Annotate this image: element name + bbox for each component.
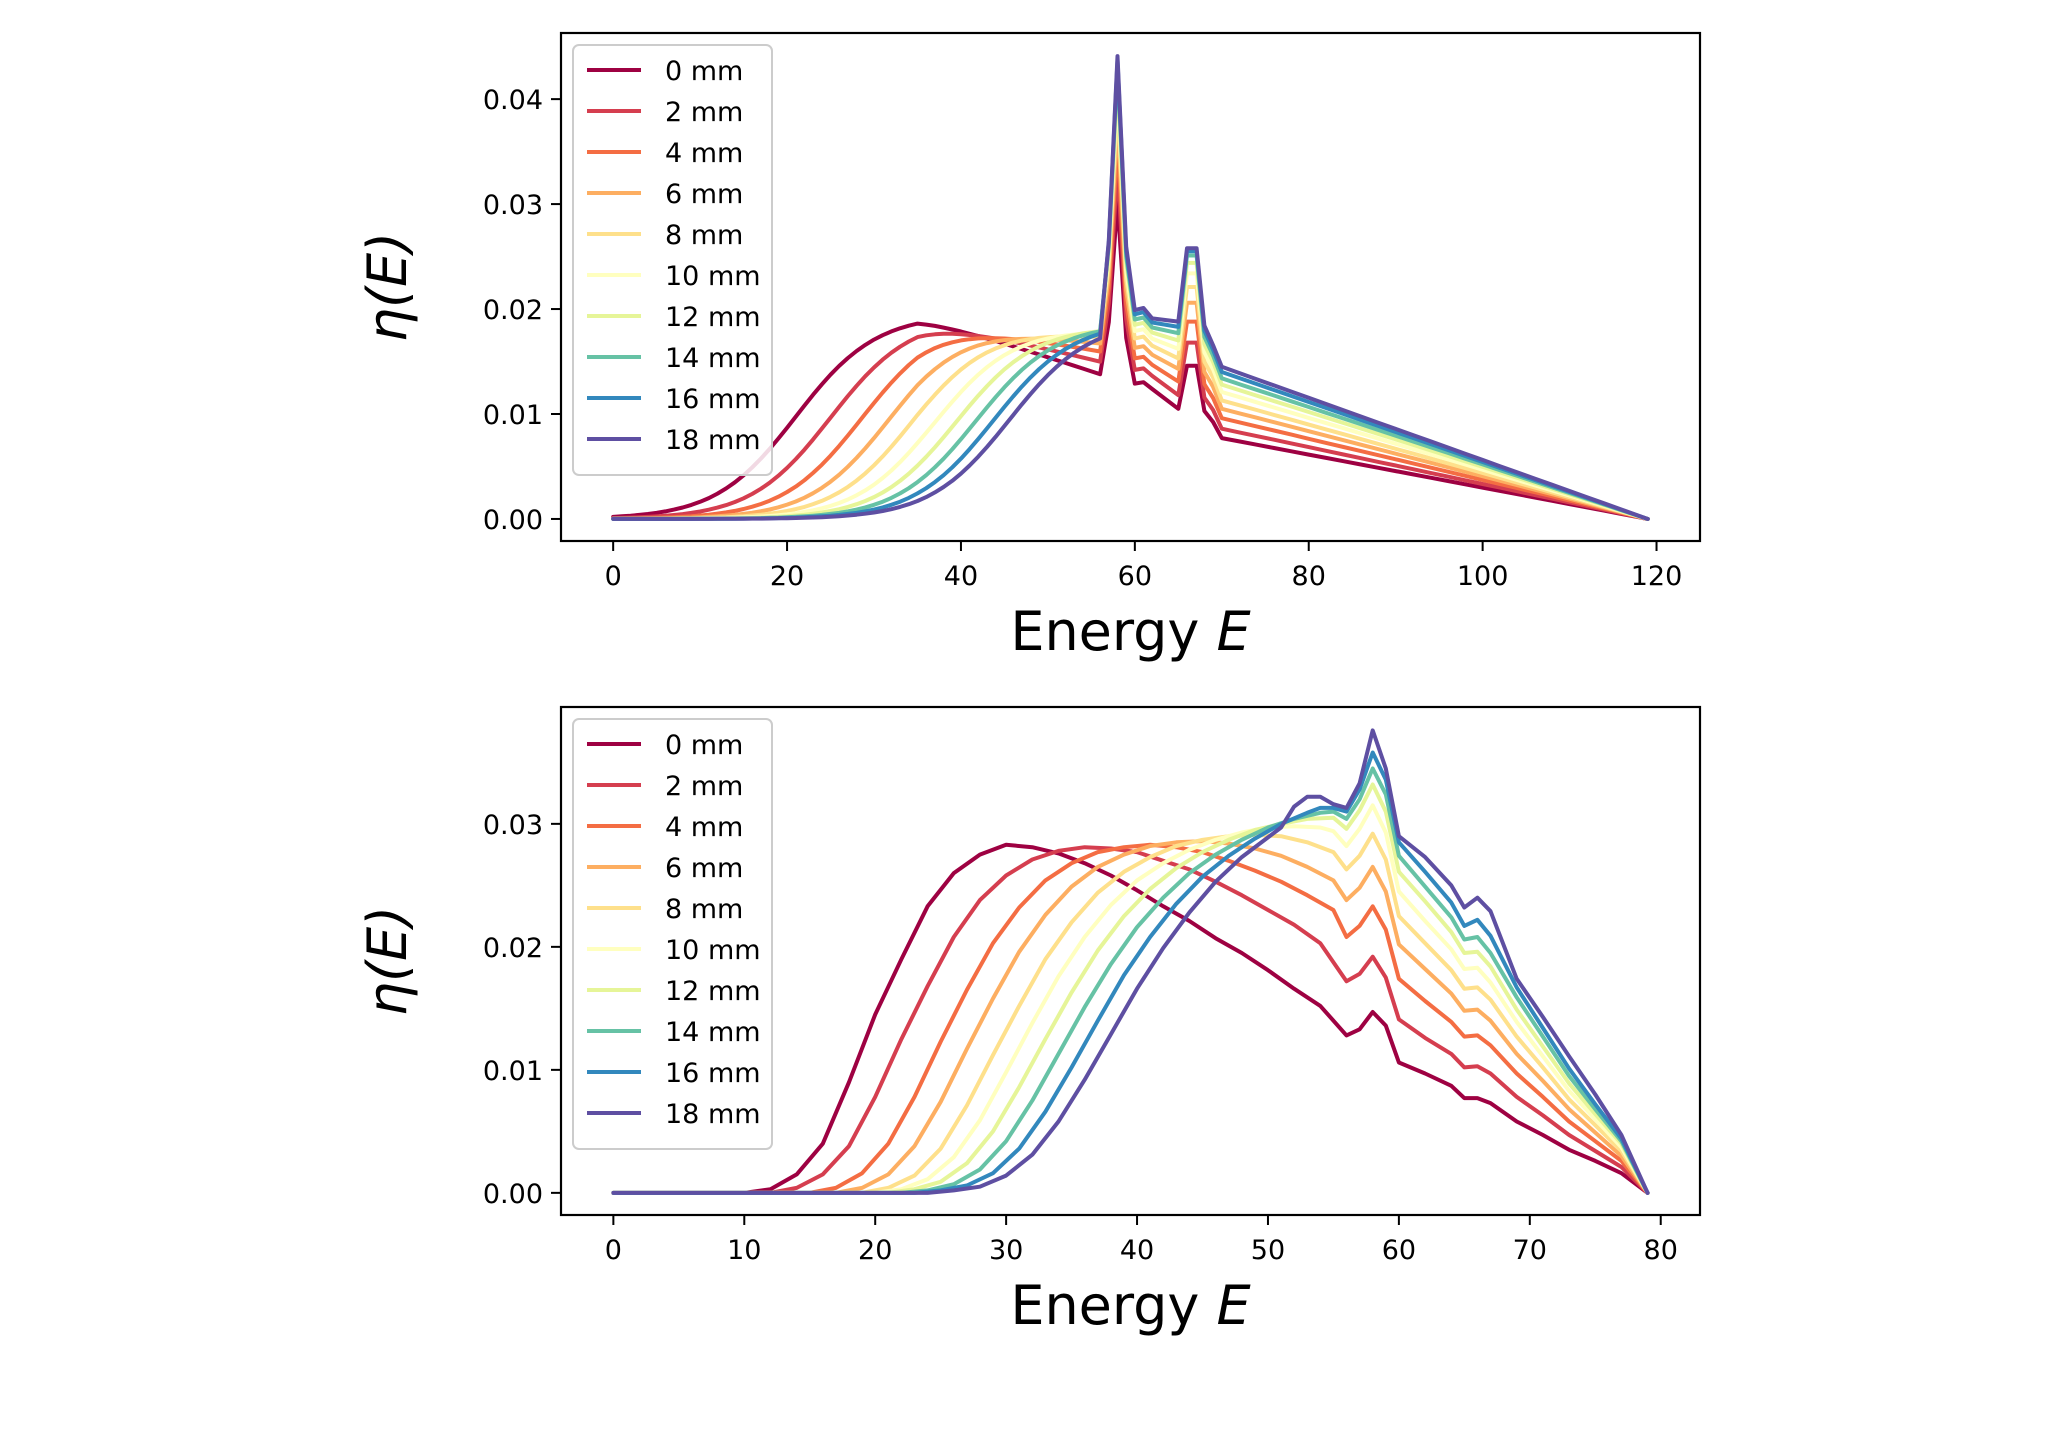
legend-label: 18 mm [665,425,761,456]
legend-label: 18 mm [665,1099,761,1130]
x-tick-label: 50 [1251,1235,1285,1266]
x-tick-label: 0 [605,1235,622,1266]
y-tick-label: 0.02 [483,933,543,964]
legend-label: 8 mm [665,220,743,251]
y-tick-label: 0.00 [483,505,543,536]
plot-frame [559,31,1702,543]
y-axis-label: η(E) [356,232,419,342]
series-line-0-mm [611,842,1650,1195]
legend-label: 0 mm [665,56,743,87]
legend: 0 mm 2 mm 4 mm 6 mm 8 mm 10 mm 12 mm 14 mm 16 mm… [572,44,773,476]
bottom-chart: 0 10 20 30 40 50 60 70 80 0.00 0.01 0.02 0.03 Energy … [356,705,1702,1337]
series-line-6-mm [611,117,1650,521]
series-lines [611,728,1650,1195]
series-line-18-mm [611,54,1650,521]
legend-label: 8 mm [665,894,743,925]
x-tick-label: 80 [1292,561,1326,592]
y-tick-label: 0.03 [483,810,543,841]
y-tick-label: 0.03 [483,190,543,221]
x-tick-label: 60 [1118,561,1152,592]
y-tick-label: 0.04 [483,85,543,116]
x-tick-label: 120 [1631,561,1683,592]
legend-label: 16 mm [665,1058,761,1089]
legend-label: 12 mm [665,302,761,333]
legend-label: 2 mm [665,97,743,128]
y-tick-label: 0.01 [483,400,543,431]
x-tick-label: 60 [1382,1235,1416,1266]
series-line-10-mm [611,803,1650,1195]
y-tick-label: 0.02 [483,295,543,326]
legend-label: 12 mm [665,976,761,1007]
legend-label: 10 mm [665,935,761,966]
legend-label: 6 mm [665,853,743,884]
y-tick-label: 0.00 [483,1179,543,1210]
series-line-12-mm [611,782,1650,1195]
x-tick-label: 20 [770,561,804,592]
x-tick-label: 70 [1513,1235,1547,1266]
series-line-2-mm [611,845,1650,1195]
series-line-14-mm [611,766,1650,1195]
legend-label: 0 mm [665,730,743,761]
legend-label: 4 mm [665,812,743,843]
x-tick-label: 30 [989,1235,1023,1266]
x-tick-label: 0 [605,561,622,592]
y-axis-label: η(E) [356,906,419,1016]
x-tick-label: 100 [1457,561,1509,592]
x-axis-label: Energy E [1010,600,1251,663]
x-axis-label: Energy E [1010,1274,1251,1337]
x-tick-label: 10 [727,1235,761,1266]
legend-label: 16 mm [665,384,761,415]
legend-label: 14 mm [665,1017,761,1048]
x-tick-label: 20 [858,1235,892,1266]
series-line-18-mm [611,728,1650,1195]
series-line-16-mm [611,750,1650,1195]
top-chart: 0 20 40 60 80 100 120 0.00 0.01 0.02 0.03 0.04 Energ… [356,31,1702,663]
x-tick-label: 80 [1644,1235,1678,1266]
x-tick-label: 40 [1120,1235,1154,1266]
series-line-6-mm [611,839,1650,1195]
x-tick-label: 40 [944,561,978,592]
series-line-8-mm [611,831,1650,1195]
legend: 0 mm 2 mm 4 mm 6 mm 8 mm 10 mm 12 mm 14 mm 16 mm… [572,718,773,1150]
y-tick-label: 0.01 [483,1056,543,1087]
legend-label: 6 mm [665,179,743,210]
series-lines [611,54,1650,521]
legend-label: 4 mm [665,138,743,169]
plot-frame [559,705,1702,1217]
series-line-4-mm [611,842,1650,1195]
legend-label: 10 mm [665,261,761,292]
legend-label: 14 mm [665,343,761,374]
legend-label: 2 mm [665,771,743,802]
